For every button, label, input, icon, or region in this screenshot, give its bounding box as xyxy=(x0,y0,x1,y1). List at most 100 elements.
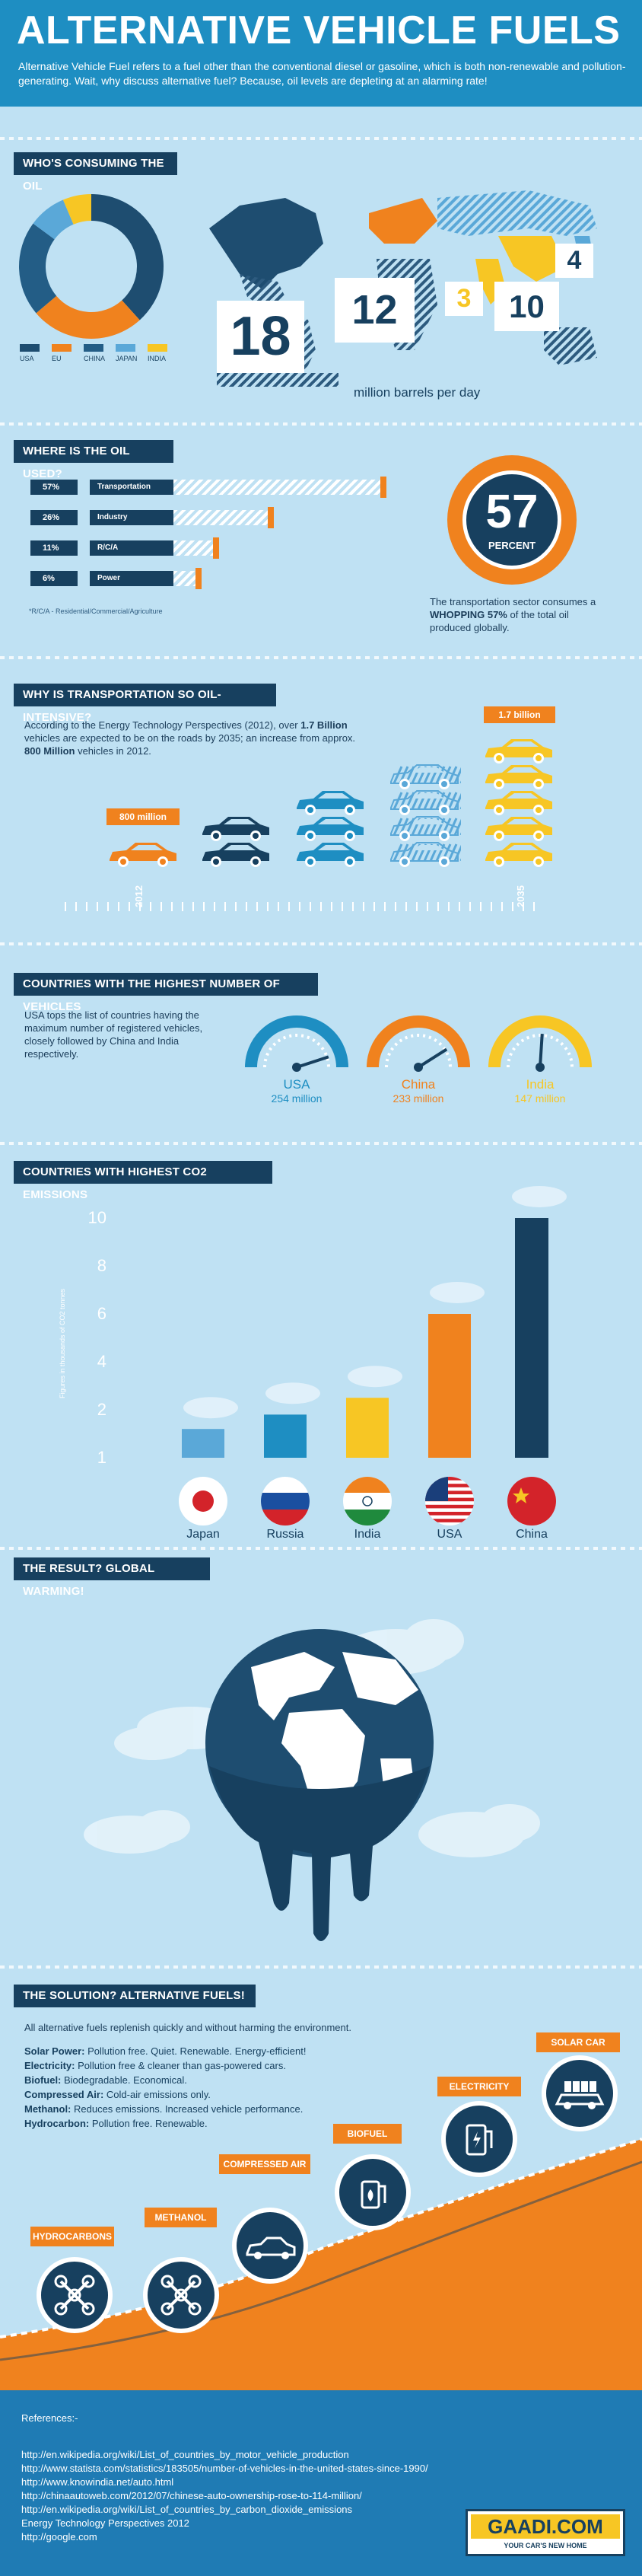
car-icon xyxy=(232,2208,308,2284)
consumer-unit: million barrels per day xyxy=(354,385,481,400)
vehicle-car xyxy=(482,738,555,765)
flag-russia xyxy=(261,1477,310,1526)
usage-bar xyxy=(173,571,195,586)
donut-slice xyxy=(19,223,57,314)
logo-text: GAADI.COM xyxy=(471,2514,620,2539)
intro-text: Alternative Vehicle Fuel refers to a fue… xyxy=(18,60,626,87)
solar-car-icon xyxy=(542,2055,618,2131)
donut-slice xyxy=(33,199,74,240)
legend-swatch xyxy=(148,344,167,352)
start-year: 2012 xyxy=(132,885,145,907)
legend-swatch xyxy=(52,344,72,352)
big-percent-ring: 57 PERCENT xyxy=(447,455,577,585)
reference-link: http://en.wikipedia.org/wiki/List_of_cou… xyxy=(21,2504,353,2515)
gauge-country: India xyxy=(526,1077,555,1092)
leaf-pump-icon xyxy=(335,2154,411,2230)
vehicle-car xyxy=(294,815,367,843)
co2-bar xyxy=(182,1429,224,1458)
solution-intro: All alternative fuels replenish quickly … xyxy=(24,2022,351,2033)
solution-heading: THE SOLUTION? ALTERNATIVE FUELS! xyxy=(14,1985,256,2007)
gauge-country: USA xyxy=(283,1077,310,1092)
vehicle-car xyxy=(294,789,367,817)
fuel-description: Methanol: Reduces emissions. Increased v… xyxy=(24,2103,304,2115)
legend-label: INDIA xyxy=(148,355,167,362)
flag-india xyxy=(343,1477,392,1526)
co2-country: India xyxy=(354,1528,381,1541)
co2-country: Russia xyxy=(267,1528,304,1541)
end-year: 2035 xyxy=(514,885,526,907)
fuel-description: Hydrocarbon: Pollution free. Renewable. xyxy=(24,2118,208,2129)
usage-label: Power xyxy=(90,571,173,586)
co2-country: USA xyxy=(437,1528,462,1541)
usage-bar-cap xyxy=(268,507,274,528)
page-title: ALTERNATIVE VEHICLE FUELS xyxy=(17,8,621,53)
co2-tick: 6 xyxy=(97,1304,106,1323)
header: ALTERNATIVE VEHICLE FUELS Alternative Ve… xyxy=(0,0,642,107)
japan-value: 4 xyxy=(555,244,593,278)
vehicle-car xyxy=(388,815,470,843)
gaadi-logo[interactable]: GAADI.COM YOUR CAR'S NEW HOME xyxy=(466,2509,625,2556)
usage-label: Transportation xyxy=(90,480,173,495)
vehicle-car xyxy=(199,815,272,843)
legend-swatch xyxy=(116,344,135,352)
vehicle-car xyxy=(482,815,555,843)
reference-link: http://google.com xyxy=(21,2531,97,2543)
usage-bar-cap xyxy=(213,537,219,559)
gauge-value: 233 million xyxy=(393,1092,444,1105)
vehicle-car xyxy=(482,841,555,869)
fuel-description: Solar Power: Pollution free. Quiet. Rene… xyxy=(24,2045,307,2057)
co2-bar xyxy=(346,1398,389,1458)
legend-label: CHINA xyxy=(84,355,106,362)
vehicle-car xyxy=(482,789,555,817)
fuel-description: Biofuel: Biodegradable. Economical. xyxy=(24,2074,187,2086)
reference-link: http://www.knowindia.net/auto.html xyxy=(21,2476,174,2488)
smoke-cloud xyxy=(348,1366,402,1388)
usage-bar xyxy=(173,540,213,556)
vehicle-car xyxy=(388,764,470,791)
donut-slice xyxy=(62,194,91,225)
co2-tick: 8 xyxy=(97,1256,106,1275)
molecule-icon xyxy=(143,2257,219,2333)
fuel-label: HYDROCARBONS xyxy=(30,2227,114,2246)
smoke-cloud xyxy=(512,1186,567,1207)
co2-tick: 2 xyxy=(97,1400,106,1419)
start-vehicles-label: 800 million xyxy=(106,808,180,825)
co2-country: China xyxy=(516,1528,548,1541)
india-value: 3 xyxy=(445,282,483,316)
co2-bar xyxy=(428,1314,471,1458)
references-title: References:- xyxy=(21,2412,78,2424)
fuel-description: Compressed Air: Cold-air emissions only. xyxy=(24,2089,211,2100)
plug-pump-icon xyxy=(441,2101,517,2177)
gauge-country: China xyxy=(401,1077,436,1092)
usage-pct: 26% xyxy=(30,510,78,525)
vehicles-heading: COUNTRIES WITH THE HIGHEST NUMBER OF VEH… xyxy=(14,973,318,1013)
big-percent-unit: PERCENT xyxy=(488,540,536,551)
usage-pct: 11% xyxy=(30,540,78,556)
legend-label: EU xyxy=(52,355,62,362)
transport-text: According to the Energy Technology Persp… xyxy=(24,719,356,757)
gauge-value: 254 million xyxy=(271,1092,323,1105)
co2-chart: 10 8 6 4 2 1 Figures in thousands of CO2 tonne… xyxy=(59,1186,567,1541)
smoke-cloud xyxy=(183,1397,238,1419)
consumer-donut xyxy=(19,194,164,339)
flag-china xyxy=(507,1477,556,1526)
legend-swatch xyxy=(84,344,103,352)
usage-label: R/C/A xyxy=(90,540,173,556)
china-value: 10 xyxy=(494,282,559,331)
usage-bar xyxy=(173,510,268,525)
vehicle-car xyxy=(388,789,470,817)
warming-heading: THE RESULT? GLOBAL WARMING! xyxy=(14,1557,210,1598)
vehicle-car xyxy=(388,841,470,869)
fuel-label: BIOFUEL xyxy=(333,2124,402,2144)
gauge-value: 147 million xyxy=(514,1092,566,1105)
reference-link: http://chinaautoweb.com/2012/07/chinese-… xyxy=(21,2490,362,2501)
reference-link: Energy Technology Perspectives 2012 xyxy=(21,2517,189,2529)
timeline-axis xyxy=(65,902,536,911)
usage-bar xyxy=(173,480,380,495)
fuel-label: ELECTRICITY xyxy=(437,2077,521,2096)
vehicle-car xyxy=(199,841,272,869)
vehicle-gauge xyxy=(365,1012,472,1073)
vehicle-gauge xyxy=(487,1012,593,1073)
smoke-cloud xyxy=(430,1282,485,1303)
fuel-description: Electricity: Pollution free & cleaner th… xyxy=(24,2060,286,2071)
